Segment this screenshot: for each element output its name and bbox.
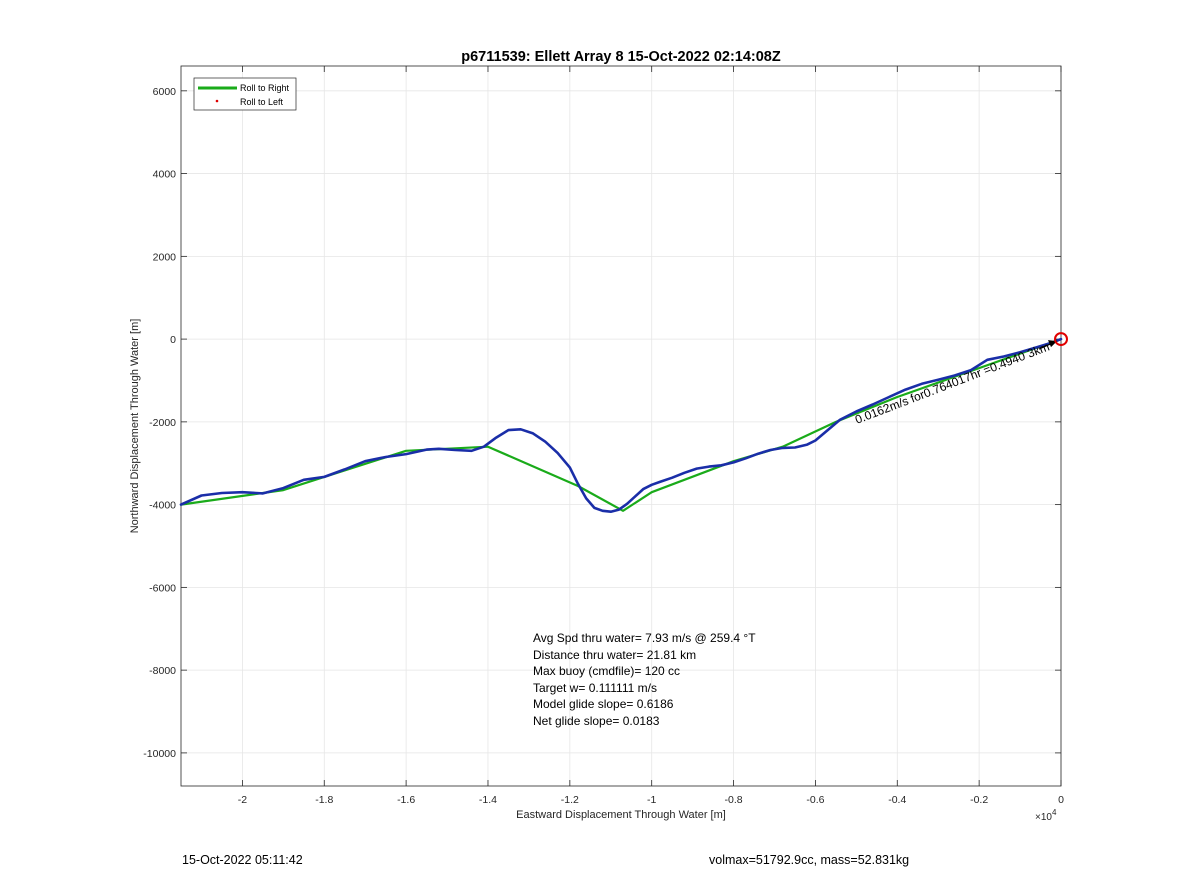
x-axis-label: Eastward Displacement Through Water [m]: [516, 809, 726, 821]
y-tick-label: -2000: [149, 417, 176, 429]
legend-swatch-roll-left: [215, 99, 219, 103]
y-axis-ticks: 6000 4000 2000 0 -2000 -4000 -6000 -8000 -10000: [143, 86, 1061, 760]
start-marker-circle: [1054, 332, 1068, 347]
x-tick-label: -1.4: [479, 794, 497, 806]
x-tick-label: -2: [238, 794, 247, 806]
stats-annotation: Avg Spd thru water= 7.93 m/s @ 259.4 °T …: [533, 631, 756, 728]
series-track-line: [179, 337, 1063, 514]
x-tick-label: -1.2: [561, 794, 579, 806]
y-tick-label: 2000: [153, 251, 177, 263]
x-tick-label: 0: [1058, 794, 1064, 806]
x-tick-label: -1: [647, 794, 656, 806]
y-tick-label: 0: [170, 334, 176, 346]
annotation-target-w: Target w= 0.111111 m/s: [533, 681, 657, 695]
x-axis-exponent-base: ×10: [1035, 812, 1052, 823]
annotation-distance: Distance thru water= 21.81 km: [533, 648, 696, 662]
series-layer: [179, 337, 1063, 514]
x-tick-label: -0.8: [725, 794, 743, 806]
y-tick-label: -8000: [149, 665, 176, 677]
y-tick-label: -4000: [149, 500, 176, 512]
x-axis-exponent-power: 4: [1052, 808, 1057, 817]
annotation-max-buoy: Max buoy (cmdfile)= 120 cc: [533, 664, 680, 678]
y-tick-label: 4000: [153, 169, 177, 181]
footer-timestamp: 15-Oct-2022 05:11:42: [182, 853, 303, 867]
y-axis-label: Northward Displacement Through Water [m]: [129, 319, 141, 534]
x-tick-label: -0.4: [888, 794, 906, 806]
start-marker: [1054, 332, 1068, 347]
grid-lines: [181, 66, 1062, 786]
chart-title: p6711539: Ellett Array 8 15-Oct-2022 02:…: [461, 49, 781, 65]
annotation-net-glide: Net glide slope= 0.0183: [533, 714, 660, 728]
x-tick-label: -1.6: [397, 794, 415, 806]
legend: Roll to Right Roll to Left: [193, 77, 297, 111]
plot-area-frame: [180, 65, 1062, 787]
current-arrow-label: 0.0162m/s for0.764017hr =0.4940 3km: [853, 339, 1051, 426]
x-axis-ticks: -2 -1.8 -1.6 -1.4 -1.2 -1 -0.8 -0.6 -0.4 -0.2 0: [238, 66, 1064, 806]
x-tick-label: -1.8: [315, 794, 333, 806]
legend-box: [193, 77, 297, 111]
y-tick-label: -10000: [143, 748, 176, 760]
svg-text:×104: ×104: [1035, 808, 1057, 823]
annotation-avg-speed: Avg Spd thru water= 7.93 m/s @ 259.4 °T: [533, 631, 756, 645]
footer-stats: volmax=51792.9cc, mass=52.831kg: [709, 853, 910, 867]
legend-label-roll-right: Roll to Right: [240, 83, 290, 93]
annotation-model-glide: Model glide slope= 0.6186: [533, 697, 674, 711]
y-tick-label: -6000: [149, 582, 176, 594]
x-axis-exponent: ×104: [1035, 808, 1057, 823]
legend-label-roll-left: Roll to Left: [240, 97, 284, 107]
y-tick-label: 6000: [153, 86, 177, 98]
x-tick-label: -0.2: [970, 794, 988, 806]
series-roll-right-line: [179, 338, 1063, 512]
x-tick-label: -0.6: [806, 794, 824, 806]
